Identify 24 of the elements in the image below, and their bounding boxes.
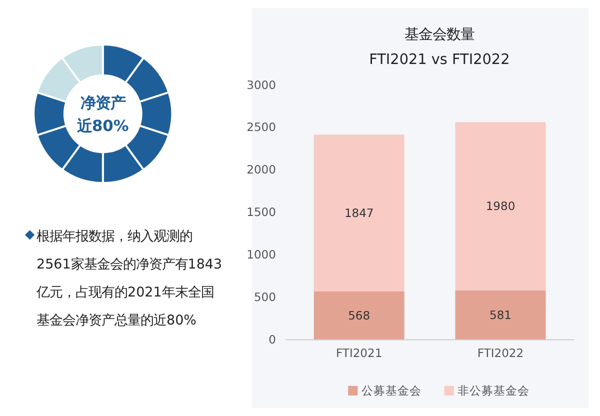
bar [455, 290, 546, 340]
bar [314, 291, 404, 340]
y-tick-label: 500 [254, 290, 276, 304]
legend-label: 公募基金会 [362, 384, 422, 398]
text: 近80% [76, 117, 129, 136]
bar [314, 134, 404, 292]
x-tick-label: FTI2021 [336, 346, 382, 360]
data-label: 581 [490, 308, 512, 322]
legend-label: 非公募基金会 [458, 384, 530, 398]
x-tick-label: FTI2022 [477, 346, 524, 360]
y-tick-label: 3000 [246, 78, 276, 92]
chart-title: 基金会数量 [404, 26, 474, 43]
data-label: 1847 [344, 206, 374, 220]
chart-subtitle: FTI2021 vs FTI2022 [369, 52, 510, 68]
text: 净资产 [80, 94, 126, 112]
y-tick-label: 2500 [246, 120, 276, 134]
data-label: 1980 [486, 199, 516, 214]
bar [455, 122, 546, 290]
y-tick-label: 1000 [246, 248, 276, 262]
y-tick-label: 2000 [246, 162, 276, 177]
data-label: 568 [348, 308, 370, 322]
text: 根据年报数据，纳入观测的2561家基金会的净资产有1843亿元，占现有的2021年末全国基金会净资产总量的近80% [36, 230, 222, 328]
y-tick-label: 0 [268, 332, 276, 347]
y-tick-label: 1500 [246, 205, 276, 220]
